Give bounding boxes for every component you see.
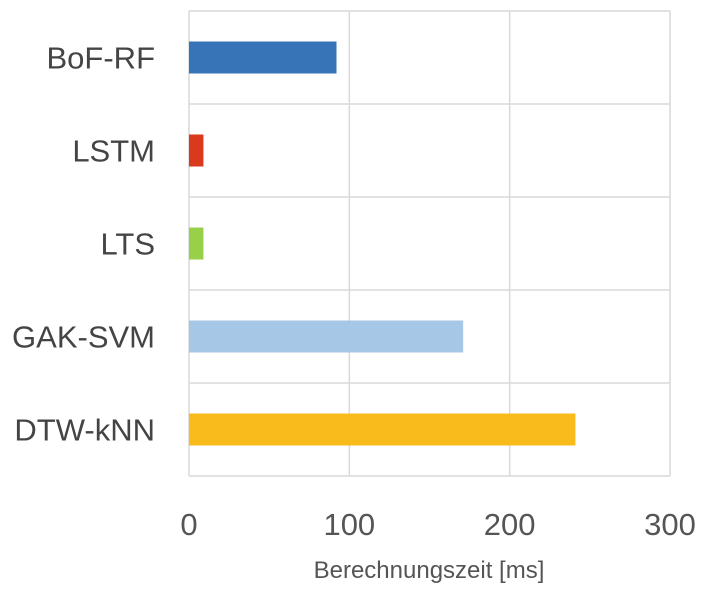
bars	[189, 41, 576, 446]
x-axis-title: Berechnungszeit [ms]	[314, 557, 545, 584]
bar-lstm	[189, 134, 204, 167]
category-label-dtw-knn: DTW-kNN	[14, 413, 155, 448]
bar-lts	[189, 227, 204, 260]
x-tick-label-300: 300	[644, 507, 696, 542]
category-label-bof-rf: BoF-RF	[47, 41, 156, 76]
category-label-gak-svm: GAK-SVM	[12, 320, 155, 355]
grid	[188, 10, 671, 477]
bar-dtw-knn	[189, 413, 576, 446]
bar-bof-rf	[189, 41, 337, 74]
x-tick-label-0: 0	[180, 507, 197, 542]
category-label-lstm: LSTM	[72, 134, 155, 169]
category-labels: BoF-RF LSTM LTS GAK-SVM DTW-kNN	[12, 41, 155, 448]
x-tick-labels: 0 100 200 300	[180, 507, 695, 542]
bar-gak-svm	[189, 320, 464, 353]
x-tick-label-100: 100	[323, 507, 375, 542]
x-tick-label-200: 200	[484, 507, 536, 542]
category-label-lts: LTS	[100, 227, 155, 262]
